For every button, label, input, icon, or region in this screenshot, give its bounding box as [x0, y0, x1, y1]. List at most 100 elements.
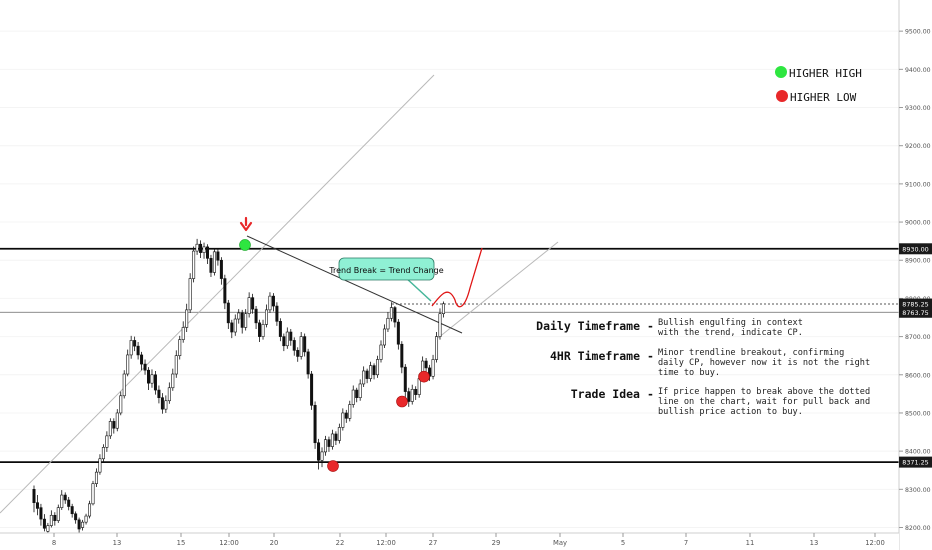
candle-bullish [320, 451, 324, 461]
candle-bullish [247, 297, 251, 314]
candle-bearish [35, 502, 39, 509]
callout-pointer [404, 276, 432, 302]
candle-bearish [344, 412, 348, 419]
price-level-label: 8763.75 [902, 309, 928, 317]
note-trade-line-1: If price happen to break above the dotte… [658, 387, 870, 397]
candle-bullish [268, 295, 272, 311]
note-4hr-line-2: daily CP, however now it is not the righ… [658, 358, 870, 368]
candle-bearish [355, 389, 359, 398]
higher-high-marker-icon[interactable] [239, 239, 251, 251]
candle-bullish [46, 525, 50, 532]
candle-bearish [275, 305, 279, 322]
candle-bearish [160, 397, 164, 410]
candle-bearish [282, 336, 286, 347]
candle-bearish [67, 499, 71, 507]
channel-lower-line [437, 241, 559, 339]
y-tick-label: 8400.00 [905, 449, 931, 456]
candle-bearish [136, 345, 140, 356]
candle-bullish [341, 412, 345, 428]
candle-bearish [407, 391, 411, 402]
candle-bullish [171, 373, 175, 389]
candle-bullish [88, 503, 92, 517]
x-axis-panel[interactable] [0, 533, 899, 550]
candle-bullish [192, 250, 196, 279]
candle-bearish [230, 322, 234, 333]
candle-bullish [348, 404, 352, 419]
candle-bullish [56, 507, 60, 521]
x-tick-label: 12:00 [219, 539, 239, 547]
candlesticks [32, 238, 445, 534]
y-tick-label: 8300.00 [905, 487, 931, 494]
candle-bullish [174, 355, 178, 375]
candle-bearish [296, 350, 300, 357]
candle-bearish [209, 258, 213, 273]
candle-bearish [334, 433, 338, 441]
y-tick-label: 9200.00 [905, 143, 931, 150]
callout-box [338, 257, 435, 281]
y-tick-label: 8900.00 [905, 258, 931, 265]
candle-bullish [379, 344, 383, 360]
x-tick-label: 11 [746, 539, 755, 547]
candle-bullish [195, 243, 199, 252]
candle-bearish [258, 322, 262, 337]
higher-low-marker-icon[interactable] [327, 460, 339, 472]
x-tick-label: 20 [270, 539, 279, 547]
note-daily-line-1: Bullish engulfing in context [658, 318, 803, 328]
candle-bullish [261, 324, 265, 337]
x-tick-label: 7 [684, 539, 688, 547]
candle-bearish [42, 518, 46, 529]
higher-low-marker-icon[interactable] [418, 370, 430, 383]
candle-bearish [219, 259, 223, 279]
higher-high-legend-icon [775, 66, 787, 78]
candle-bearish [289, 331, 293, 341]
candle-bearish [133, 340, 137, 347]
candle-bullish [181, 327, 185, 340]
candle-bearish [400, 343, 404, 368]
y-tick-label: 9000.00 [905, 220, 931, 227]
candle-bearish [206, 246, 210, 259]
candle-bullish [233, 318, 237, 333]
y-axis-ticks: 8200.00 8300.00 8400.00 8500.00 8600.00 8700.… [899, 29, 931, 532]
candle-bullish [237, 312, 241, 320]
callout[interactable]: Trend Break = Trend Change [328, 257, 444, 281]
candle-bullish [126, 354, 130, 375]
callout-text: Trend Break = Trend Change [328, 266, 443, 275]
candle-bullish [101, 447, 105, 460]
candle-bearish [278, 321, 282, 337]
candle-bullish [244, 313, 248, 328]
note-trade-line-2: line on the chart, wait for pull back an… [658, 397, 870, 407]
y-tick-label: 9500.00 [905, 29, 931, 36]
y-tick-label: 9400.00 [905, 67, 931, 74]
candle-bullish [441, 303, 445, 314]
candle-bullish [81, 521, 85, 528]
candle-bullish [94, 471, 98, 484]
candle-bearish [226, 302, 230, 324]
price-level-label: 8371.25 [902, 459, 928, 467]
candle-bullish [369, 365, 373, 379]
candle-bearish [317, 442, 321, 461]
candle-bearish [327, 439, 331, 447]
candle-bullish [150, 374, 154, 384]
candle-bullish [119, 395, 123, 414]
note-trade-title: Trade Idea [571, 387, 640, 401]
candle-bullish [167, 387, 171, 402]
swing-markers [239, 239, 430, 472]
price-level-badge [899, 456, 932, 468]
price-level-badge [899, 306, 932, 318]
candle-bearish [77, 519, 81, 530]
price-level-badge [899, 243, 932, 255]
legend-higher-low-label: HIGHER LOW [790, 91, 857, 104]
candle-bullish [362, 370, 366, 385]
candle-bearish [74, 513, 78, 521]
candle-bullish [108, 421, 112, 437]
candle-bearish [32, 489, 36, 503]
higher-low-marker-icon[interactable] [396, 395, 408, 408]
note-trade-sep: - [647, 387, 654, 401]
candle-bullish [49, 514, 53, 526]
candle-bullish [376, 359, 380, 376]
legend: HIGHER HIGH HIGHER LOW [775, 66, 862, 104]
candle-bullish [438, 313, 442, 337]
candle-bearish [310, 373, 314, 406]
candle-bullish [330, 433, 334, 447]
